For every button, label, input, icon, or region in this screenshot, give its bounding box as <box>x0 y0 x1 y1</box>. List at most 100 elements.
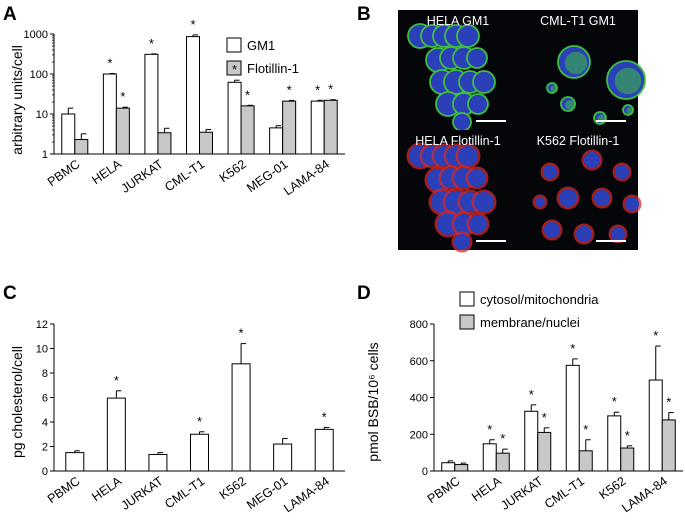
significance-star: * <box>653 328 658 343</box>
bar <box>157 132 172 155</box>
cell <box>535 197 545 207</box>
category-label: LAMA-84 <box>281 474 332 515</box>
bar <box>454 464 469 472</box>
y-tick-label: 400 <box>410 393 428 405</box>
bar <box>115 107 130 155</box>
y-tick-label: 0 <box>422 466 428 478</box>
bar <box>273 443 293 472</box>
significance-star: * <box>583 422 588 437</box>
cell <box>458 146 478 166</box>
bar <box>482 443 497 472</box>
category-label: K562 <box>217 157 249 185</box>
chart-a-ylabel: arbitrary units/cell <box>9 45 25 155</box>
chart-a: 1 10 100 1000 PBMC * * HELA * JURKAT * CML-T1 * * K562… <box>24 17 345 198</box>
cell-stain <box>626 107 634 115</box>
significance-star: * <box>666 395 671 410</box>
significance-star: * <box>197 414 202 429</box>
legend-label-membrane: membrane/nuclei <box>480 315 580 330</box>
chart-d-legend: cytosol/mitochondria membrane/nuclei <box>459 291 599 330</box>
bar <box>74 139 89 155</box>
significance-star: * <box>612 394 617 409</box>
category-label: JURKAT <box>119 157 166 196</box>
significance-star: * <box>625 428 630 443</box>
y-tick-label: 4 <box>42 417 48 429</box>
y-tick-label: 12 <box>36 319 48 331</box>
bar <box>190 433 209 472</box>
bar <box>441 462 456 472</box>
micrograph-hela-flotillin: HELA Flotillin-1 <box>398 130 518 253</box>
cell-stain <box>614 67 642 95</box>
significance-star: * <box>529 387 534 402</box>
cell <box>466 47 488 69</box>
category-label: LAMA-84 <box>619 474 670 515</box>
category-label: JURKAT <box>119 474 166 513</box>
y-tick-label: 2 <box>42 442 48 454</box>
bar <box>227 81 242 155</box>
bar <box>524 410 539 472</box>
bar <box>323 99 338 155</box>
cell <box>474 192 494 212</box>
panel-label-b: B <box>357 4 371 25</box>
bar <box>231 363 251 472</box>
significance-star: * <box>500 431 505 446</box>
bar <box>199 131 213 155</box>
y-tick-label: 600 <box>410 356 428 368</box>
bar <box>282 100 297 155</box>
significance-star: * <box>315 82 320 97</box>
legend-swatch-membrane <box>459 314 475 330</box>
micrograph-label: HELA Flotillin-1 <box>415 134 500 148</box>
legend-label-cytosol: cytosol/mitochondria <box>480 292 599 307</box>
category-label: LAMA-84 <box>281 157 332 198</box>
bar <box>565 364 580 472</box>
micrograph-label: K562 Flotillin-1 <box>537 134 620 148</box>
y-tick-label: 6 <box>42 393 48 405</box>
micrograph-label: HELA GM1 <box>427 14 490 28</box>
panel-label-c: C <box>3 283 17 304</box>
micrograph-hela-gm1: HELA GM1 <box>398 10 518 132</box>
legend-label-flotillin: Flotillin-1 <box>247 61 299 76</box>
chart-d-ylabel: pmol BSB/10⁶ cells <box>365 342 381 461</box>
significance-star: * <box>232 62 237 77</box>
cell <box>469 215 487 233</box>
micrograph-label: CML-T1 GM1 <box>540 14 616 28</box>
bar <box>240 105 255 155</box>
micrograph-k562-flotillin: K562 Flotillin-1 <box>518 130 642 250</box>
cell <box>559 189 577 207</box>
panel-label-d: D <box>357 283 371 304</box>
y-tick-label: 100 <box>30 69 48 81</box>
significance-star: * <box>239 326 244 341</box>
bar <box>314 428 334 472</box>
bar <box>106 397 126 472</box>
cell <box>452 112 472 132</box>
chart-c-ylabel: pg cholesterol/cell <box>9 346 25 458</box>
significance-star: * <box>328 82 333 97</box>
micrograph-grid: HELA GM1 CML-T1 GM1 HELA Flotillin-1 K56… <box>398 10 646 253</box>
bar <box>144 53 159 155</box>
bar <box>310 100 325 155</box>
cell <box>584 152 600 168</box>
y-tick-label: 1 <box>42 149 48 161</box>
y-tick-label: 200 <box>410 429 428 441</box>
category-label: K562 <box>217 474 249 502</box>
legend-label-gm1: GM1 <box>247 38 275 53</box>
category-label: CML-T1 <box>162 157 207 194</box>
cell <box>625 197 639 211</box>
category-label: CML-T1 <box>542 474 587 511</box>
cell <box>468 169 486 187</box>
cell-stain <box>550 85 558 93</box>
panel-label-a: A <box>3 4 17 25</box>
bar <box>102 73 117 155</box>
cell <box>615 165 629 179</box>
legend-swatch-gm1 <box>226 37 242 53</box>
category-label: HELA <box>89 474 124 505</box>
y-tick-label: 8 <box>42 368 48 380</box>
legend-swatch-flotillin <box>226 60 242 76</box>
bar <box>269 127 284 155</box>
chart-a-legend: GM1 Flotillin-1 <box>226 37 299 76</box>
category-label: K562 <box>597 474 629 502</box>
category-label: PBMC <box>425 474 463 506</box>
chart-c: 024681012PBMC*HELAJURKAT*CML-T1*K562MEG-… <box>36 319 345 515</box>
significance-star: * <box>245 87 250 102</box>
cell <box>611 227 625 241</box>
